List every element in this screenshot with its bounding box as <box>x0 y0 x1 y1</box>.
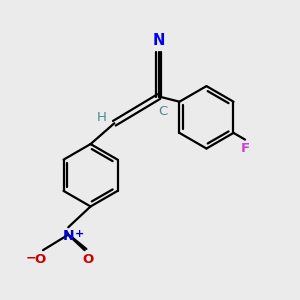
Text: −: − <box>26 251 36 264</box>
Text: O: O <box>82 253 93 266</box>
Text: +: + <box>75 230 84 239</box>
Text: H: H <box>97 111 107 124</box>
Text: F: F <box>241 142 250 155</box>
Text: N: N <box>153 33 165 48</box>
Text: O: O <box>34 253 46 266</box>
Text: C: C <box>158 105 167 118</box>
Text: N: N <box>62 230 74 243</box>
